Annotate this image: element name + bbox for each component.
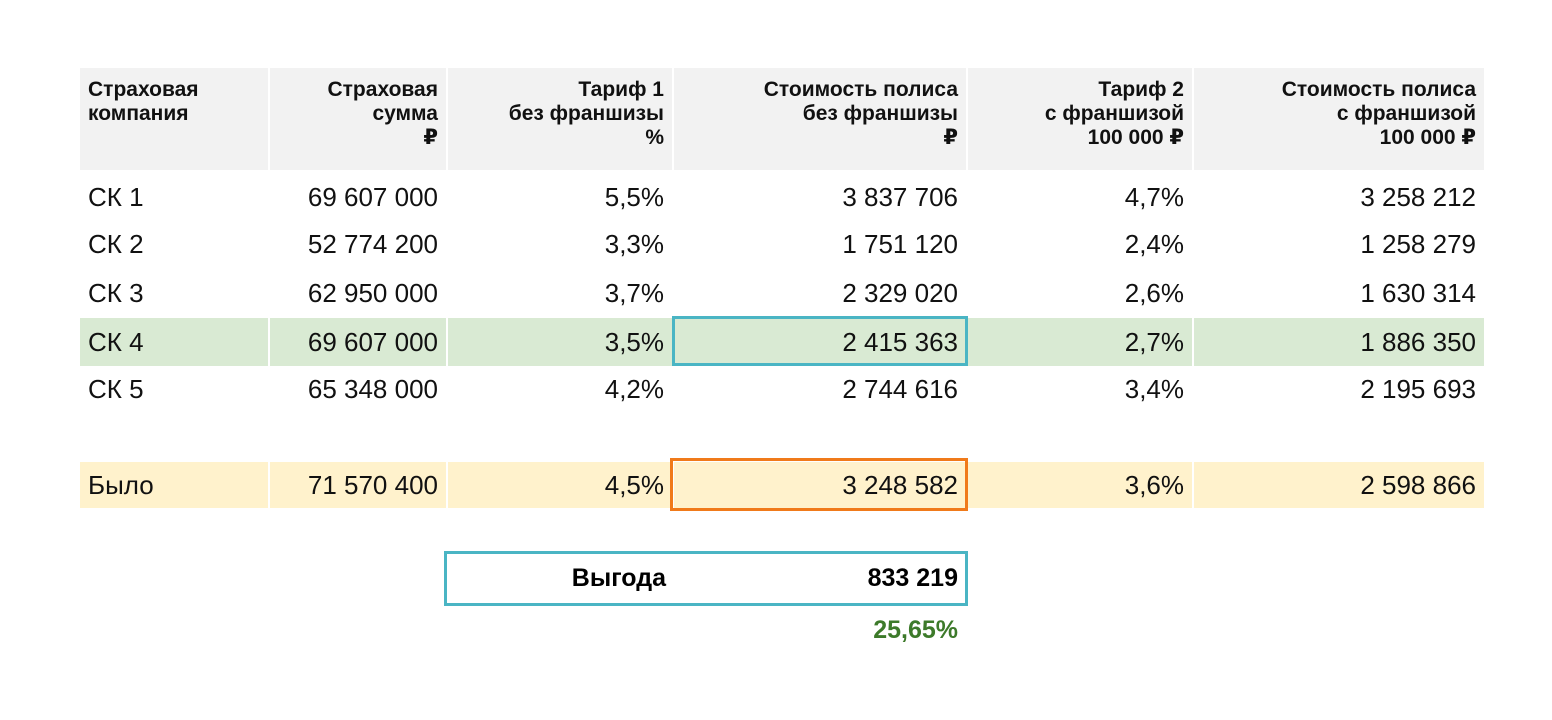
header-line: компания	[88, 102, 189, 125]
header-line: Стоимость полиса	[763, 78, 958, 101]
table-cell: 1 630 314	[1360, 277, 1476, 308]
total-cell: 3 248 582	[674, 462, 966, 508]
table-cell: СК 3	[88, 277, 144, 308]
table-cell: 65 348 000	[307, 373, 438, 404]
table-cell: 2 195 693	[1360, 373, 1476, 404]
table-cell: СК 1	[88, 181, 144, 212]
header-line: сумма	[372, 102, 438, 125]
table-cell: 2 329 020	[842, 277, 958, 308]
table-cell: 3,7%	[604, 277, 664, 308]
header-line: без франшизы	[508, 102, 664, 125]
header-line: с франшизой	[1336, 102, 1476, 125]
table-cell: 52 774 200	[307, 228, 438, 259]
highlight-current	[670, 458, 968, 511]
header-cell: Страховая компания	[80, 68, 268, 170]
table-cell: 4,2%	[604, 373, 664, 404]
header-line: Стоимость полиса	[1281, 78, 1476, 101]
table-cell: 2 415 363	[674, 318, 966, 366]
header-line: без франшизы	[802, 102, 958, 125]
highlight-best	[672, 316, 968, 366]
header-line: %	[645, 126, 664, 149]
table-cell: 1 258 279	[1360, 228, 1476, 259]
header-line: с франшизой	[1044, 102, 1184, 125]
benefit-label: Выгода	[571, 564, 666, 592]
table-cell: 2,4%	[1124, 228, 1184, 259]
table-cell: СК 2	[88, 228, 144, 259]
table-cell: 69 607 000	[307, 181, 438, 212]
table-cell: 62 950 000	[307, 277, 438, 308]
benefit-value: 833 219	[867, 564, 958, 592]
header-line: ₽	[943, 126, 958, 149]
table-cell: 69 607 000	[270, 318, 446, 366]
table-cell: СК 5	[88, 373, 144, 404]
table-cell: 3 258 212	[1360, 181, 1476, 212]
total-cell: 2 598 866	[1194, 462, 1484, 508]
table-cell: 3 837 706	[842, 181, 958, 212]
header-cell: Страховая сумма ₽	[270, 68, 446, 170]
header-line: Тариф 1	[578, 78, 664, 101]
header-line: 100 000 ₽	[1379, 126, 1476, 149]
header-line: Страховая	[88, 78, 199, 101]
table-cell: 4,7%	[1124, 181, 1184, 212]
benefit-box	[444, 551, 968, 606]
table-cell: 3,3%	[604, 228, 664, 259]
header-line: ₽	[423, 126, 438, 149]
total-cell: 71 570 400	[270, 462, 446, 508]
header-cell: Стоимость полиса с франшизой 100 000 ₽	[1194, 68, 1484, 170]
total-cell: 4,5%	[448, 462, 672, 508]
table-cell: СК 4	[80, 318, 268, 366]
benefit-percent: 25,65%	[873, 616, 958, 644]
table-cell: 2 744 616	[842, 373, 958, 404]
header-line: Страховая	[327, 78, 438, 101]
table-cell: 1 886 350	[1194, 318, 1484, 366]
table-cell: 3,4%	[1124, 373, 1184, 404]
table-cell: 1 751 120	[842, 228, 958, 259]
header-cell: Тариф 1 без франшизы%	[448, 68, 672, 170]
table-cell: 3,5%	[448, 318, 672, 366]
header-line: Тариф 2	[1098, 78, 1184, 101]
total-cell: 3,6%	[968, 462, 1192, 508]
header-cell: Стоимость полиса без франшизы ₽	[674, 68, 966, 170]
table-cell: 2,6%	[1124, 277, 1184, 308]
total-cell: Было	[80, 462, 268, 508]
table-cell: 5,5%	[604, 181, 664, 212]
header-line: 100 000 ₽	[1087, 126, 1184, 149]
table-cell: 2,7%	[968, 318, 1192, 366]
